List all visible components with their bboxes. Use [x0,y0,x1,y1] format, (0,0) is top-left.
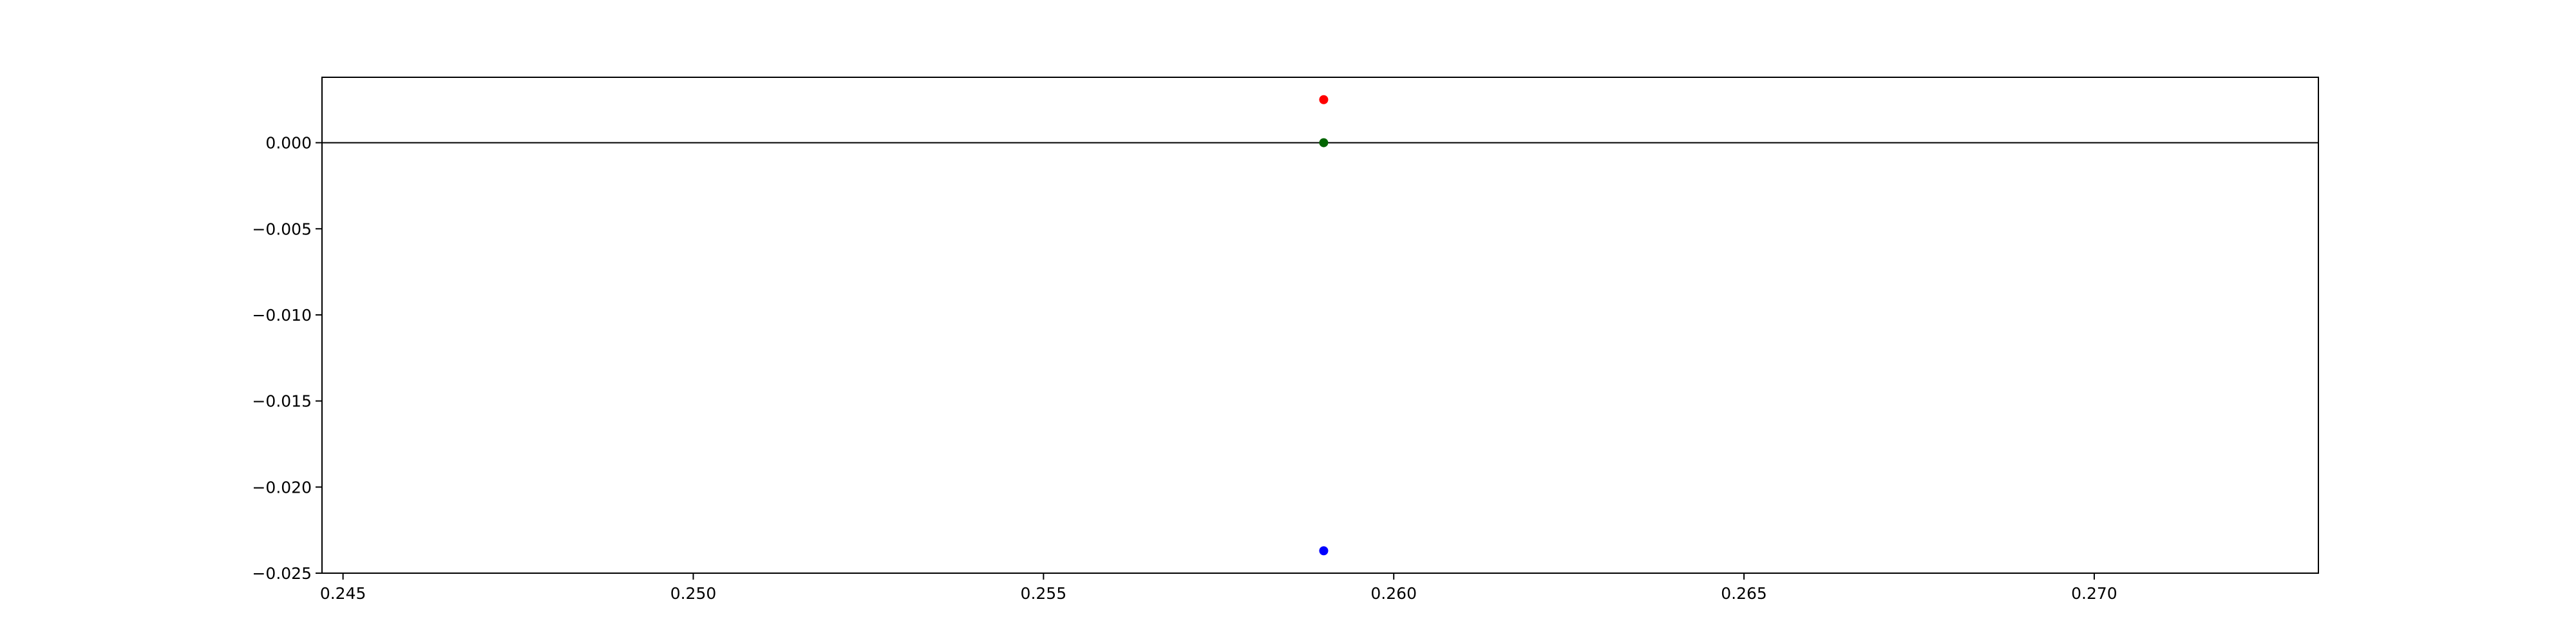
data-points [1319,95,1329,556]
x-tick-label: 0.250 [670,584,717,603]
plot-background [322,77,2318,573]
x-tick-label: 0.245 [320,584,366,603]
data-point-series-3 [1319,546,1329,556]
plot-frame [321,77,2319,574]
x-axis: 0.245 0.250 0.255 0.260 0.265 0.270 [320,573,2117,603]
x-tick-label: 0.265 [1721,584,1767,603]
x-tick-label: 0.255 [1021,584,1067,603]
y-tick-label: −0.020 [252,478,312,497]
plot-area [321,77,2319,574]
y-tick-label: −0.005 [252,220,312,238]
y-axis: 0.000 −0.005 −0.010 −0.015 −0.020 −0.025 [252,134,322,583]
y-tick-label: −0.010 [252,306,312,325]
y-tick-label: −0.025 [252,564,312,583]
y-tick-label: −0.015 [252,392,312,411]
data-point-series-1 [1319,95,1329,104]
x-tick-label: 0.260 [1370,584,1417,603]
data-point-series-2 [1319,138,1329,147]
y-tick-label: 0.000 [265,134,312,153]
x-tick-label: 0.270 [2071,584,2117,603]
